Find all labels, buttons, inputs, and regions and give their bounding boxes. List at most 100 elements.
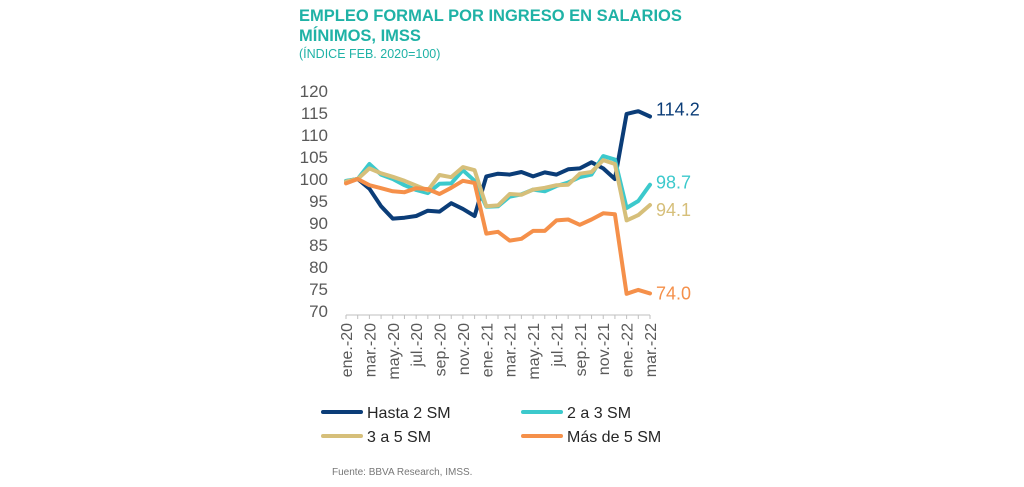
data-point	[578, 166, 582, 170]
data-point	[426, 191, 430, 195]
x-tick-label: may.-20	[386, 323, 403, 380]
data-point	[543, 186, 547, 190]
data-point	[473, 181, 477, 185]
data-point	[508, 192, 512, 196]
data-point	[438, 182, 442, 186]
data-point	[531, 229, 535, 233]
data-point	[402, 183, 406, 187]
data-point	[449, 201, 453, 205]
end-value-label: 74.0	[656, 283, 691, 303]
data-point	[613, 212, 617, 216]
y-tick-label: 110	[301, 126, 328, 145]
data-point	[519, 237, 523, 241]
data-point	[461, 179, 465, 183]
data-point	[613, 177, 617, 181]
x-tick-label: ene.-21	[479, 323, 496, 377]
x-tick-label: sep.-20	[433, 323, 450, 376]
data-point	[636, 199, 640, 203]
series-line-1	[344, 109, 652, 221]
legend-label: Hasta 2 SM	[367, 405, 451, 422]
data-point	[484, 204, 488, 208]
source-note: Fuente: BBVA Research, IMSS.	[332, 467, 473, 478]
x-tick-label: ene.-20	[339, 323, 356, 377]
chart-title: EMPLEO FORMAL POR INGRESO EN SALARIOS MÍ…	[299, 6, 682, 46]
data-point	[402, 190, 406, 194]
end-value-label: 114.2	[656, 100, 700, 120]
x-tick-label: may.-21	[526, 323, 543, 380]
data-point	[473, 214, 477, 218]
data-point	[613, 158, 617, 162]
data-point	[519, 193, 523, 197]
chart-title-line-1: EMPLEO FORMAL POR INGRESO EN SALARIOS	[299, 7, 682, 25]
data-point	[414, 186, 418, 190]
data-point	[367, 166, 371, 170]
data-point	[461, 207, 465, 211]
chart-subtitle: (ÍNDICE FEB. 2020=100)	[299, 47, 441, 61]
data-point	[625, 218, 629, 222]
data-point	[636, 109, 640, 113]
data-point	[590, 217, 594, 221]
data-point	[426, 209, 430, 213]
data-point	[473, 168, 477, 172]
y-tick-label: 80	[309, 258, 328, 277]
data-point	[636, 213, 640, 217]
data-point	[438, 210, 442, 214]
data-point	[367, 187, 371, 191]
data-point	[566, 217, 570, 221]
data-point	[554, 173, 558, 177]
data-point	[449, 181, 453, 185]
legend-label: Más de 5 SM	[567, 429, 661, 446]
series-line-2	[344, 154, 652, 210]
y-tick-label: 90	[309, 214, 328, 233]
data-point	[379, 171, 383, 175]
data-point	[531, 174, 535, 178]
x-tick-label: mar.-20	[362, 323, 379, 377]
x-tick-label: ene.-22	[620, 323, 637, 377]
x-tick-label: mar.-21	[503, 323, 520, 377]
data-point	[578, 223, 582, 227]
y-tick-label: 95	[309, 192, 328, 211]
data-point	[519, 170, 523, 174]
y-tick-label: 70	[309, 302, 328, 321]
y-tick-label: 75	[309, 280, 328, 299]
data-point	[402, 216, 406, 220]
data-point	[496, 230, 500, 234]
data-point	[461, 165, 465, 169]
x-tick-label: nov.-20	[456, 323, 473, 375]
data-point	[356, 177, 360, 181]
data-point	[625, 292, 629, 296]
y-tick-label: 120	[300, 82, 328, 101]
data-point	[648, 203, 652, 207]
x-tick-label: jul.-21	[549, 323, 566, 368]
data-point	[601, 154, 605, 158]
data-point	[531, 188, 535, 192]
data-point	[590, 170, 594, 174]
data-point	[601, 211, 605, 215]
data-point	[379, 204, 383, 208]
data-point	[554, 218, 558, 222]
data-point	[402, 179, 406, 183]
data-point	[554, 183, 558, 187]
data-point	[414, 214, 418, 218]
data-point	[391, 175, 395, 179]
x-tick-label: jul.-20	[409, 323, 426, 368]
y-tick-label: 85	[309, 236, 328, 255]
data-point	[508, 173, 512, 177]
series-line-4	[344, 177, 652, 296]
data-point	[613, 162, 617, 166]
data-point	[601, 166, 605, 170]
data-point	[601, 158, 605, 162]
data-point	[344, 181, 348, 185]
data-point	[648, 291, 652, 295]
x-tick-label: nov.-21	[596, 323, 613, 375]
data-point	[391, 217, 395, 221]
x-tick-label: sep.-21	[573, 323, 590, 376]
data-point	[484, 232, 488, 236]
data-point	[496, 203, 500, 207]
data-point	[566, 167, 570, 171]
data-point	[449, 186, 453, 190]
data-point	[636, 288, 640, 292]
legend-label: 3 a 5 SM	[367, 429, 431, 446]
data-point	[508, 239, 512, 243]
